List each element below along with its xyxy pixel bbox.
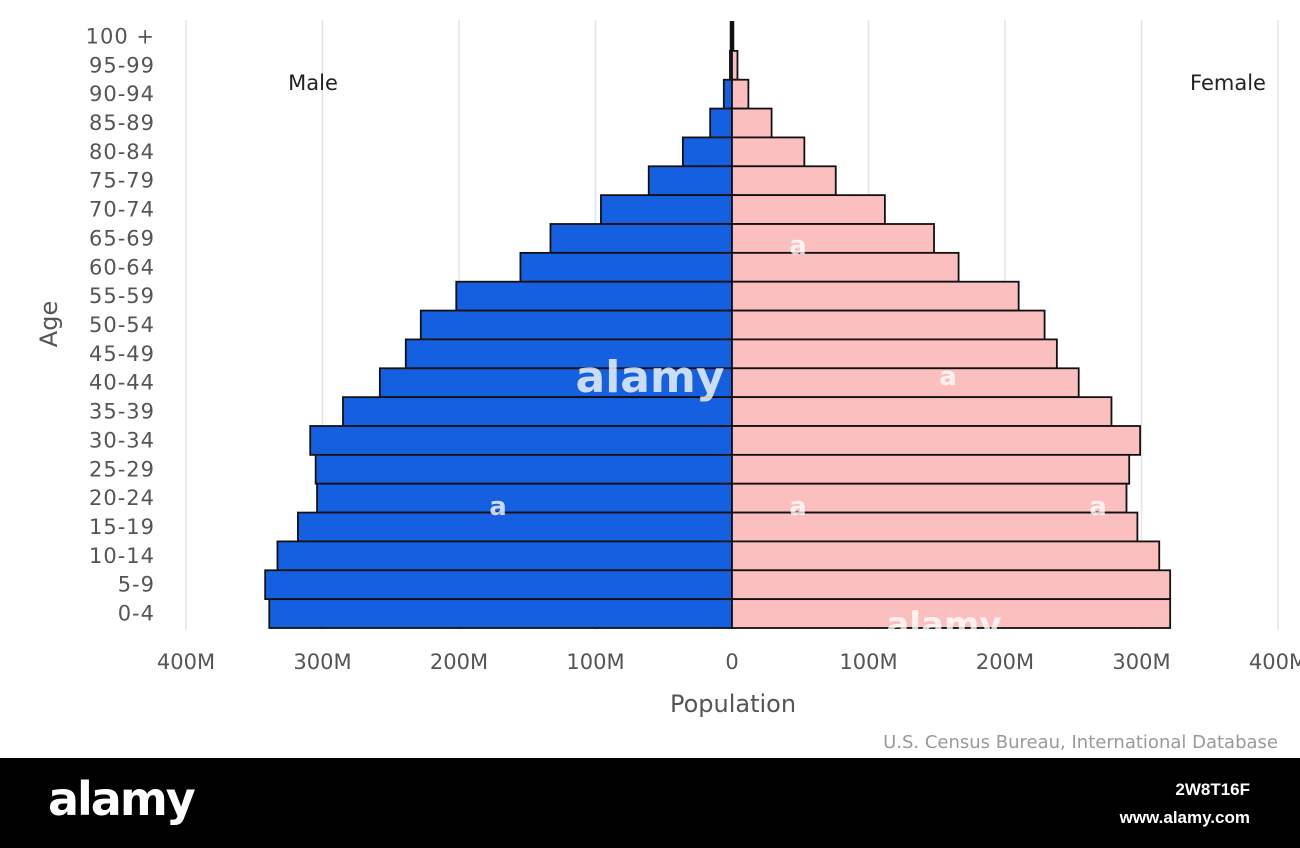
bar-female — [731, 598, 1172, 629]
y-tick-label: 20-24 — [89, 486, 155, 510]
bar-male — [419, 309, 733, 341]
bar-female — [731, 540, 1161, 572]
y-tick-label: 0-4 — [118, 602, 155, 626]
bar-male — [455, 280, 733, 312]
x-axis-title: Population — [670, 690, 796, 718]
x-tick-label: 200M — [430, 650, 488, 674]
bars — [264, 21, 1172, 629]
watermark-letter: a — [939, 362, 957, 392]
watermark: alamy alamy a a a a a — [489, 231, 1107, 645]
bar-female — [731, 280, 1020, 312]
bar-male — [600, 194, 733, 225]
population-pyramid-chart: 100 + 95-99 90-94 85-89 80-84 75-79 70-74 65-69… — [35, 20, 1300, 753]
bar-female — [731, 223, 935, 254]
site-url: www.alamy.com — [1119, 808, 1250, 827]
image-id: 2W8T16F — [1175, 780, 1250, 799]
bar-male — [722, 78, 733, 110]
bar-male — [316, 482, 733, 514]
y-tick-label: 5-9 — [118, 573, 155, 597]
bar-female — [731, 511, 1139, 543]
bar-male — [264, 569, 733, 601]
y-tick-label: 25-29 — [89, 457, 155, 481]
stock-footer-bar: alamy 2W8T16F www.alamy.com — [0, 758, 1300, 848]
x-tick-label: 0 — [725, 650, 738, 674]
y-tick-label: 10-14 — [89, 544, 155, 568]
y-tick-label: 35-39 — [89, 400, 155, 424]
x-tick-label: 100M — [839, 650, 897, 674]
bar-female — [731, 165, 837, 197]
bar-female — [731, 569, 1172, 601]
bar-female — [731, 107, 773, 139]
y-tick-labels: 100 + 95-99 90-94 85-89 80-84 75-79 70-74 65-69… — [86, 24, 155, 626]
watermark-letter: a — [789, 231, 807, 261]
bar-male — [709, 107, 733, 139]
x-tick-label: 300M — [293, 650, 351, 674]
bar-female — [731, 453, 1131, 485]
y-tick-label: 80-84 — [89, 140, 155, 164]
bar-male — [647, 165, 733, 197]
bar-male — [378, 367, 733, 399]
bar-male — [268, 598, 733, 629]
bar-female — [731, 309, 1046, 341]
bar-male — [297, 511, 733, 543]
y-tick-label: 100 + — [86, 24, 155, 48]
y-tick-label: 60-64 — [89, 255, 155, 279]
series-label-male: Male — [288, 71, 338, 95]
y-tick-label: 70-74 — [89, 198, 155, 222]
x-tick-label: 100M — [566, 650, 624, 674]
y-tick-label: 30-34 — [89, 428, 155, 452]
y-tick-label: 75-79 — [89, 169, 155, 193]
bar-female — [731, 338, 1058, 370]
y-tick-label: 55-59 — [89, 284, 155, 308]
bar-male — [404, 338, 733, 370]
x-tick-label: 400M — [157, 650, 215, 674]
y-tick-label: 45-49 — [89, 342, 155, 366]
watermark-letter: a — [789, 492, 807, 522]
series-label-female: Female — [1190, 71, 1266, 95]
y-tick-label: 50-54 — [89, 313, 155, 337]
bar-female — [731, 21, 735, 52]
watermark-bottom: alamy — [886, 605, 1001, 645]
watermark-center: alamy — [576, 352, 725, 403]
bar-female — [731, 251, 960, 283]
alamy-logo: alamy — [48, 772, 196, 826]
x-tick-label: 300M — [1112, 650, 1170, 674]
image-id-block: 2W8T16F www.alamy.com — [1120, 776, 1250, 832]
bar-male — [681, 136, 733, 168]
bar-female — [731, 396, 1113, 427]
bar-female — [731, 136, 806, 168]
source-credit: U.S. Census Bureau, International Databa… — [883, 732, 1278, 753]
bar-male — [309, 425, 733, 456]
bar-male — [519, 251, 733, 283]
y-axis-title: Age — [35, 301, 63, 347]
bar-female — [731, 482, 1128, 514]
y-tick-label: 90-94 — [89, 82, 155, 106]
bar-male — [276, 540, 733, 572]
x-tick-label: 200M — [976, 650, 1034, 674]
bar-female — [731, 78, 750, 110]
bar-male — [314, 453, 733, 485]
watermark-letter: a — [1089, 492, 1107, 522]
y-tick-label: 95-99 — [89, 53, 155, 77]
x-tick-label: 400M — [1249, 650, 1300, 674]
y-tick-label: 15-19 — [89, 515, 155, 539]
y-tick-label: 40-44 — [89, 371, 155, 395]
bar-male — [549, 223, 733, 254]
y-tick-label: 85-89 — [89, 111, 155, 135]
y-tick-label: 65-69 — [89, 226, 155, 250]
bar-female — [731, 49, 739, 81]
bar-female — [731, 367, 1080, 399]
bar-female — [731, 425, 1142, 456]
watermark-letter: a — [489, 492, 507, 522]
x-tick-labels: 400M 300M 200M 100M 0 100M 200M 300M 400M — [157, 650, 1300, 674]
bar-female — [731, 194, 886, 225]
